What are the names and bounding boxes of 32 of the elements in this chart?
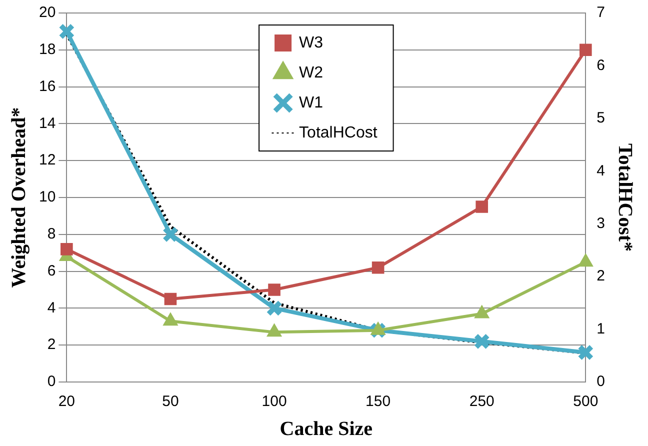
y-tick-label: 12 <box>38 152 56 169</box>
legend-label: W2 <box>299 64 324 82</box>
x-tick-label: 500 <box>573 393 598 410</box>
y-tick-label: 18 <box>38 41 56 58</box>
y-axis-title: Weighted Overhead* <box>8 107 30 288</box>
y-tick-label: 4 <box>47 299 56 316</box>
y2-tick-label: 0 <box>596 373 605 390</box>
x-tick-label: 20 <box>58 393 76 410</box>
y2-tick-label: 7 <box>596 4 605 22</box>
x-tick-label: 150 <box>366 393 391 410</box>
y-tick-label: 8 <box>47 226 56 243</box>
y2-tick-label: 3 <box>596 215 605 232</box>
x-tick-label: 100 <box>262 393 287 410</box>
y-tick-label: 0 <box>47 373 56 390</box>
legend-label: W3 <box>299 34 324 52</box>
y2-tick-label: 1 <box>596 320 605 338</box>
y-tick-label: 20 <box>38 4 56 22</box>
y-tick-label: 2 <box>47 336 56 354</box>
x-tick-label: 250 <box>469 393 494 410</box>
legend-label: W1 <box>299 94 324 112</box>
y2-axis-title: TotalHCost* <box>614 143 636 252</box>
x-axis-title: Cache Size <box>280 418 373 440</box>
y-tick-label: 10 <box>38 188 56 206</box>
y-tick-label: 6 <box>47 262 56 280</box>
y-tick-label: 14 <box>38 114 56 132</box>
legend-label: TotalHCost <box>299 124 378 142</box>
y2-tick-label: 6 <box>596 56 605 74</box>
y2-tick-label: 2 <box>596 268 605 285</box>
y2-tick-label: 5 <box>596 110 605 127</box>
y-tick-label: 16 <box>38 78 56 95</box>
x-tick-label: 50 <box>162 393 179 410</box>
y2-tick-label: 4 <box>596 162 605 180</box>
